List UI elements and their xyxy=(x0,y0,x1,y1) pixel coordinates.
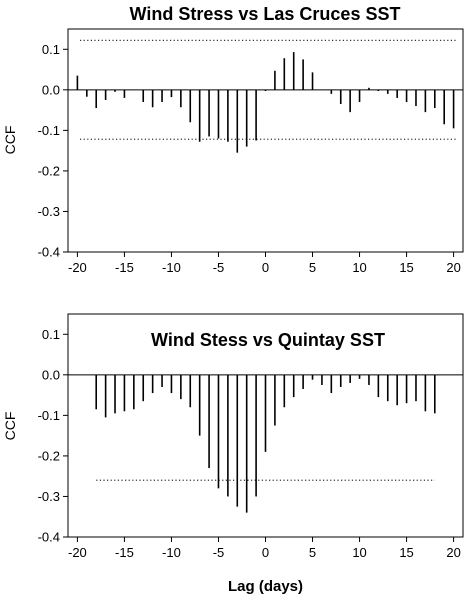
y-tick-label: 0.0 xyxy=(42,367,60,382)
y-tick-label: -0.3 xyxy=(38,489,60,504)
y-axis-label-top: CCF xyxy=(2,126,18,155)
y-tick-label: -0.1 xyxy=(38,408,60,423)
y-tick-label: -0.2 xyxy=(38,163,60,178)
x-tick-label: -5 xyxy=(213,545,225,560)
x-tick-label: -5 xyxy=(213,260,225,275)
y-tick-label: 0.1 xyxy=(42,327,60,342)
x-tick-label: 20 xyxy=(446,260,460,275)
chart-title-quintay: Wind Stess vs Quintay SST xyxy=(151,330,385,350)
chart-title-las-cruces: Wind Stress vs Las Cruces SST xyxy=(130,4,401,24)
x-tick-label: -10 xyxy=(162,260,181,275)
y-tick-label: 0.1 xyxy=(42,42,60,57)
x-tick-label: -15 xyxy=(115,260,134,275)
x-tick-label: 10 xyxy=(352,545,366,560)
x-tick-label: 10 xyxy=(352,260,366,275)
y-tick-label: -0.1 xyxy=(38,123,60,138)
x-tick-label: 0 xyxy=(262,260,269,275)
x-tick-label: 0 xyxy=(262,545,269,560)
y-axis-label-bottom: CCF xyxy=(2,412,18,441)
x-tick-label: -20 xyxy=(68,260,87,275)
y-tick-label: -0.4 xyxy=(38,530,60,545)
chart-panel-quintay: Wind Stess vs Quintay SST CCF Lag (days)… xyxy=(2,313,464,595)
x-tick-label: 5 xyxy=(309,260,316,275)
x-tick-label: -20 xyxy=(68,545,87,560)
plot-frame xyxy=(67,28,464,253)
x-axis-label: Lag (days) xyxy=(228,578,303,595)
x-tick-label: 15 xyxy=(399,260,413,275)
x-tick-label: 20 xyxy=(446,545,460,560)
y-tick-label: -0.3 xyxy=(38,204,60,219)
y-tick-label: -0.4 xyxy=(38,245,60,260)
x-tick-label: 5 xyxy=(309,545,316,560)
y-tick-label: 0.0 xyxy=(42,82,60,97)
y-tick-label: -0.2 xyxy=(38,448,60,463)
x-tick-label: 15 xyxy=(399,545,413,560)
x-tick-label: -10 xyxy=(162,545,181,560)
x-tick-label: -15 xyxy=(115,545,134,560)
chart-panel-las-cruces: Wind Stress vs Las Cruces SST CCF 0.1 0.0… xyxy=(2,4,464,275)
